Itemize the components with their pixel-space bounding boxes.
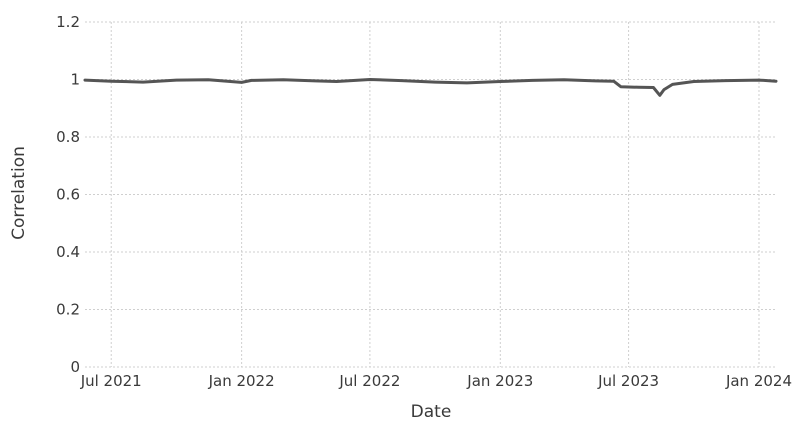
series-layer [83,78,778,97]
y-tick-label: 0.4 [56,243,80,261]
y-axis-ticks: 0 0.2 0.4 0.6 0.8 1 1.2 [56,13,80,376]
y-tick-label: 0.2 [56,301,80,319]
series-line [83,78,778,97]
y-tick-label: 0.8 [56,128,80,146]
y-gridlines [85,21,776,368]
x-tick-label: Jul 2021 [80,372,142,390]
y-tick-label: 0 [70,358,80,376]
x-tick-label: Jan 2023 [466,372,533,390]
x-tick-label: Jan 2022 [208,372,275,390]
x-tick-label: Jul 2023 [597,372,659,390]
y-tick-label: 1 [70,71,80,89]
x-tick-label: Jul 2022 [338,372,400,390]
x-axis-ticks: Jul 2021 Jan 2022 Jul 2022 Jan 2023 Jul 2023… [80,372,792,390]
x-tick-label: Jan 2024 [725,372,792,390]
y-tick-label: 0.6 [56,186,80,204]
x-axis-title: Date [411,402,452,422]
y-tick-label: 1.2 [56,13,80,31]
y-axis-title: Correlation [9,146,29,240]
